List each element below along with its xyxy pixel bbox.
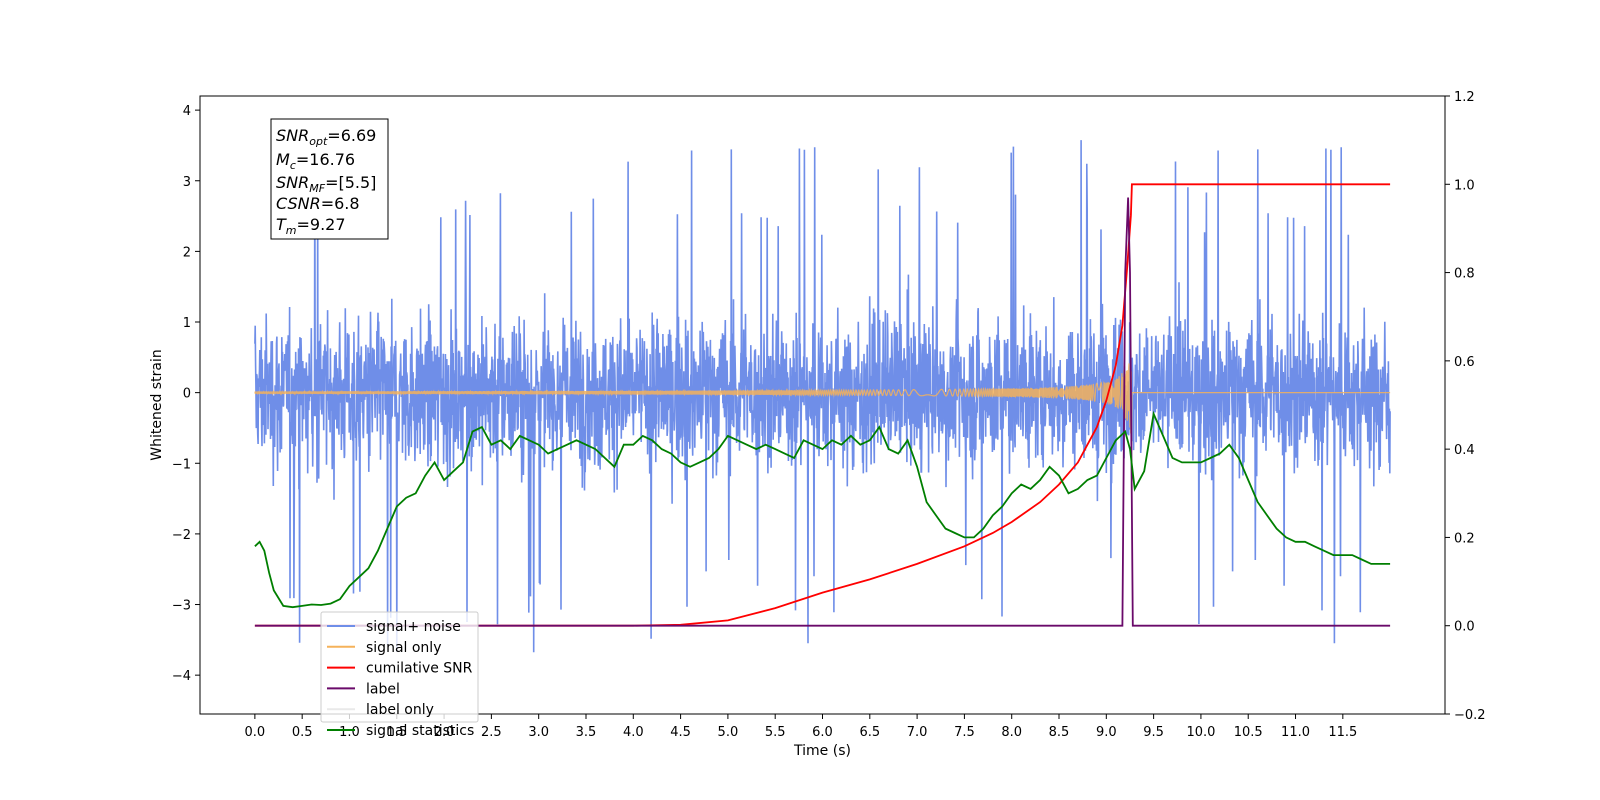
y-tick-label: 4 — [183, 104, 191, 119]
axes-layer: 0.0 0.5 1.0 1.5 2.0 2.5 3.0 3.5 4.0 4.5 5.0 5.5 6.0 6… — [172, 90, 1486, 740]
annotation-line-csnr: CSNR=6.8 — [276, 194, 360, 213]
y-tick-label: 1 — [183, 316, 191, 331]
x-tick-label: 9.0 — [1096, 725, 1117, 740]
y-right-tick-label: −0.2 — [1454, 708, 1486, 723]
anno-value: =16.76 — [296, 150, 355, 169]
anno-sub: opt — [309, 135, 328, 148]
x-tick-label: 1.5 — [386, 725, 407, 740]
y-right-tick-label: 0.4 — [1454, 443, 1475, 458]
y-right-tick-label: 0.6 — [1454, 355, 1475, 370]
series-signal-statistics — [254, 410, 1391, 609]
y-tick-label: 2 — [183, 245, 191, 260]
x-tick-label: 8.0 — [1001, 725, 1022, 740]
anno-sub: c — [290, 159, 296, 172]
y-right-tick-label: 0.8 — [1454, 267, 1475, 282]
legend-frame — [320, 611, 479, 723]
y-tick-label: −1 — [172, 457, 191, 472]
anno-sub: MF — [309, 182, 325, 195]
x-tick-label: 11.5 — [1328, 725, 1357, 740]
legend-label-label-only: label only — [366, 702, 434, 718]
anno-base: CSNR — [276, 194, 321, 213]
x-tick-label: 0.0 — [245, 725, 266, 740]
y-axis-label: Whitened strain — [149, 349, 165, 460]
y-tick-label: 3 — [183, 175, 191, 190]
x-tick-label: 3.0 — [528, 725, 549, 740]
series-signal-only — [254, 363, 1391, 446]
series-label — [254, 197, 1391, 627]
x-axis-label: Time (s) — [793, 743, 851, 759]
legend-label-label: label — [366, 681, 400, 697]
y-tick-label: 0 — [183, 387, 191, 402]
anno-value: =[5.5] — [325, 173, 376, 192]
x-tick-label: 3.5 — [576, 725, 597, 740]
legend-label-signal-only: signal only — [366, 640, 441, 656]
legend-label-signal-noise: signal+ noise — [366, 619, 461, 635]
x-tick-label: 2.5 — [481, 725, 502, 740]
x-tick-label: 4.0 — [623, 725, 644, 740]
annotation-line-mc: Mc=16.76 — [276, 150, 355, 172]
y-right-tick-label: 1.0 — [1454, 178, 1475, 193]
x-tick-label: 0.5 — [292, 725, 313, 740]
x-tick-label: 8.5 — [1049, 725, 1070, 740]
anno-base: M — [276, 150, 290, 169]
y-right-tick-label: 0.2 — [1454, 531, 1475, 546]
series-layer — [254, 134, 1391, 653]
x-tick-label: 11.0 — [1281, 725, 1310, 740]
x-tick-label: 6.5 — [859, 725, 880, 740]
x-tick-label: 9.5 — [1143, 725, 1164, 740]
anno-base: SNR — [276, 173, 309, 192]
anno-value: =6.8 — [321, 194, 360, 213]
x-tick-label: 2.0 — [434, 725, 455, 740]
y-tick-label: −4 — [172, 669, 191, 684]
y-right-tick-label: 1.2 — [1454, 90, 1475, 105]
y-tick-label: −3 — [172, 599, 191, 614]
legend-label-signal-statistics: signal statistics — [366, 723, 474, 739]
x-tick-label: 7.5 — [954, 725, 975, 740]
x-tick-label: 10.0 — [1186, 725, 1215, 740]
anno-base: T — [276, 215, 287, 234]
annotation-line-tm: Tm=9.27 — [276, 215, 346, 237]
y-right-tick-label: 0.0 — [1454, 620, 1475, 635]
x-tick-label: 5.5 — [765, 725, 786, 740]
annotation-frame — [270, 118, 389, 240]
legend-label-cumilative-snr: cumilative SNR — [366, 661, 473, 677]
legend-items: signal+ noise signal only cumilative SNR la… — [327, 619, 474, 739]
anno-base: SNR — [276, 126, 309, 145]
annotation-line-snr-opt: SNRopt=6.69 — [276, 126, 376, 148]
x-tick-label: 4.5 — [670, 725, 691, 740]
x-tick-label: 5.0 — [718, 725, 739, 740]
annotation-box: SNRopt=6.69 Mc=16.76 SNRMF=[5.5] CSNR=6.… — [270, 118, 389, 240]
anno-sub: m — [286, 224, 297, 237]
x-tick-label: 6.0 — [812, 725, 833, 740]
anno-value: =9.27 — [297, 215, 346, 234]
annotation-line-snr-mf: SNRMF=[5.5] — [276, 173, 376, 195]
x-tick-label: 1.0 — [339, 725, 360, 740]
x-tick-label: 10.5 — [1234, 725, 1263, 740]
y-tick-label: −2 — [172, 528, 191, 543]
anno-value: =6.69 — [327, 126, 376, 145]
x-tick-label: 7.0 — [907, 725, 928, 740]
legend: signal+ noise signal only cumilative SNR la… — [320, 611, 479, 739]
